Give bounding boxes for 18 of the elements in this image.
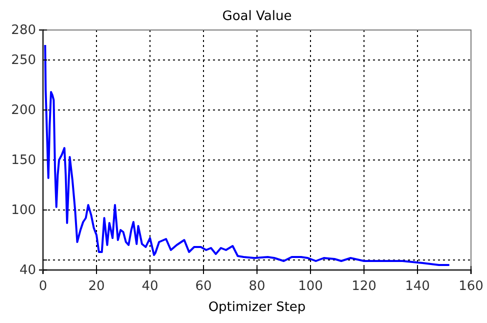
y-tick-label: 100	[11, 203, 36, 218]
x-tick-label: 60	[195, 279, 212, 294]
x-tick-label: 120	[352, 279, 376, 294]
x-tick-label: 100	[298, 279, 323, 294]
x-tick-label: 20	[88, 279, 105, 294]
x-tick-label: 160	[458, 279, 484, 294]
y-tick-label: 250	[11, 53, 36, 68]
x-tick-label: 140	[405, 279, 430, 294]
chart-title: Goal Value	[222, 9, 292, 24]
x-tick-label: 0	[38, 279, 48, 294]
y-tick-label: 150	[11, 153, 36, 168]
y-tick-label: 200	[11, 103, 36, 118]
line-series	[44, 44, 450, 266]
x-axis-title: Optimizer Step	[208, 300, 306, 315]
x-tick-label: 80	[248, 279, 266, 294]
y-tick-label: 40	[19, 263, 36, 278]
y-tick-label: 280	[11, 23, 36, 38]
x-tick-label: 40	[142, 279, 158, 294]
